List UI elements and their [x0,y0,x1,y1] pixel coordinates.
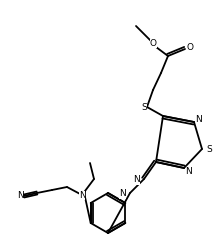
Text: S: S [206,145,212,154]
Text: O: O [149,39,157,48]
Text: N: N [119,190,126,198]
Text: S: S [141,103,147,113]
Text: N: N [17,191,23,201]
Text: N: N [196,116,202,124]
Text: N: N [133,176,140,184]
Text: N: N [185,168,191,176]
Text: N: N [79,190,85,200]
Text: O: O [187,44,194,52]
